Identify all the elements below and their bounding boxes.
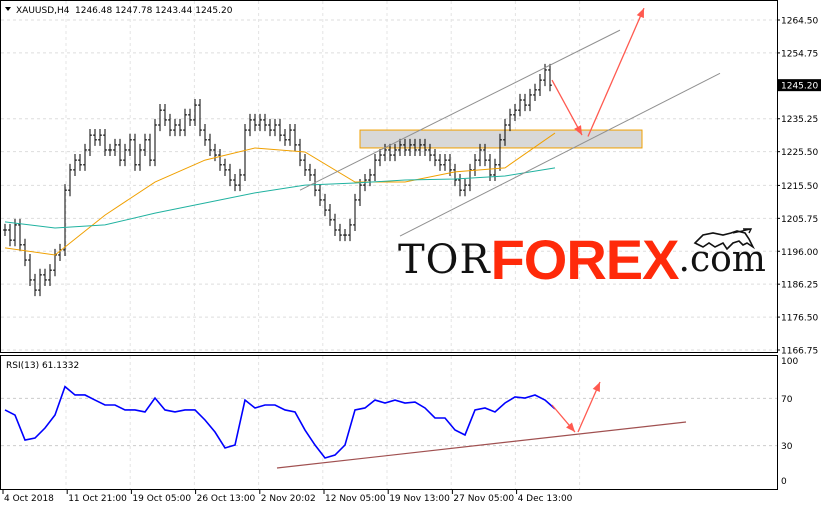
arrow-head-icon bbox=[574, 125, 582, 136]
arrow-head-icon bbox=[566, 422, 575, 433]
slow-moving-average-line bbox=[4, 167, 556, 229]
rsi-tick-label: 0 bbox=[781, 477, 787, 487]
rsi-tick-label: 30 bbox=[781, 442, 793, 452]
time-tick-label: 4 Dec 13:00 bbox=[518, 494, 573, 504]
support-zone-rect bbox=[359, 129, 643, 149]
price-tick-label: 1166.75 bbox=[781, 347, 818, 357]
price-tick-label: 1215.50 bbox=[781, 182, 818, 192]
fast-moving-average-line bbox=[4, 132, 556, 256]
price-tick-label: 1254.75 bbox=[781, 49, 818, 59]
ohlc-values: 1246.48 1247.78 1243.44 1245.20 bbox=[75, 6, 233, 16]
forecast-arrow bbox=[587, 7, 645, 137]
main-pane-frame bbox=[0, 0, 778, 353]
time-tick-label: 4 Oct 2018 bbox=[4, 494, 54, 504]
arrow-head-icon bbox=[592, 381, 600, 392]
grid bbox=[1, 1, 777, 489]
bull-icon bbox=[693, 228, 755, 251]
symbol-label: XAUUSD,H4 bbox=[16, 6, 70, 16]
time-tick-label: 12 Nov 05:00 bbox=[325, 494, 386, 504]
channel-line bbox=[399, 72, 721, 237]
time-tick-label: 19 Oct 05:00 bbox=[132, 494, 191, 504]
rsi-trendline bbox=[276, 421, 687, 469]
price-tick-label: 1264.50 bbox=[781, 17, 818, 27]
price-tick-label: 1186.25 bbox=[781, 281, 818, 291]
support-zone bbox=[359, 129, 643, 149]
rsi-tick-label: 100 bbox=[781, 357, 798, 367]
price-tick-label: 1235.25 bbox=[781, 115, 818, 125]
moving-averages bbox=[4, 132, 556, 256]
time-tick-label: 2 Nov 20:02 bbox=[261, 494, 316, 504]
forecast-arrow bbox=[551, 79, 583, 136]
current-price-tag bbox=[778, 79, 821, 92]
trend-channel[interactable] bbox=[299, 7, 721, 237]
torforex-logo: TOR FOREX .com bbox=[398, 228, 766, 291]
rsi-pane-frame bbox=[0, 355, 778, 490]
logo-tor: TOR bbox=[398, 237, 491, 283]
price-tick-label: 1205.75 bbox=[781, 215, 818, 225]
rsi-pane bbox=[4, 381, 687, 469]
time-tick-label: 19 Nov 13:00 bbox=[389, 494, 450, 504]
price-tick-label: 1176.50 bbox=[781, 314, 818, 324]
current-price-label: 1245.20 bbox=[781, 82, 818, 92]
rsi-label: RSI(13) 61.1332 bbox=[6, 361, 79, 371]
price-bars bbox=[3, 63, 552, 297]
rsi-tick-label: 70 bbox=[781, 395, 793, 405]
price-tick-label: 1196.00 bbox=[781, 248, 818, 258]
dropdown-triangle-icon[interactable] bbox=[5, 7, 11, 11]
time-tick-label: 11 Oct 21:00 bbox=[68, 494, 127, 504]
time-tick-label: 27 Nov 05:00 bbox=[453, 494, 514, 504]
channel-line bbox=[299, 29, 621, 191]
price-tick-label: 1225.50 bbox=[781, 148, 818, 158]
logo-forex: FOREX bbox=[490, 228, 680, 291]
time-tick-label: 26 Oct 13:00 bbox=[197, 494, 256, 504]
rsi-line bbox=[4, 385, 556, 459]
arrow-head-icon bbox=[636, 8, 644, 19]
